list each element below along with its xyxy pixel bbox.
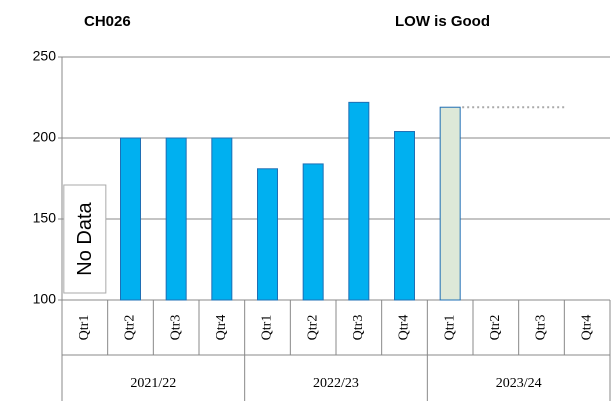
x-tick-label: Qtr1 [442, 315, 457, 341]
x-tick-label: Qtr2 [488, 315, 503, 341]
bar [211, 137, 233, 301]
x-tick-label: Qtr2 [123, 315, 138, 341]
y-tick-label: 150 [33, 210, 57, 226]
group-label: 2023/24 [496, 376, 542, 391]
bar [439, 106, 461, 301]
chart-subtitle: LOW is Good [395, 13, 490, 30]
group-label: 2021/22 [130, 376, 176, 391]
bar [348, 101, 370, 301]
chart-title: CH026 [84, 13, 131, 30]
bar [165, 137, 187, 301]
x-tick-label: Qtr3 [168, 315, 183, 341]
bar [394, 131, 415, 301]
y-tick-label: 100 [33, 291, 57, 307]
x-tick-label: Qtr4 [397, 315, 412, 341]
annotation: No Data [74, 201, 96, 275]
x-tick-label: Qtr2 [305, 315, 320, 341]
group-label: 2022/23 [313, 376, 359, 391]
x-tick-label: Qtr1 [77, 315, 92, 341]
x-tick-label: Qtr3 [351, 315, 366, 341]
x-tick-label: Qtr4 [579, 315, 594, 341]
y-tick-label: 200 [33, 129, 57, 145]
annotation-box [63, 184, 107, 294]
y-tick-label: 250 [33, 48, 57, 64]
bar [120, 137, 141, 301]
x-tick-label: Qtr1 [260, 315, 275, 341]
x-tick-label: Qtr3 [534, 315, 549, 341]
x-tick-label: Qtr4 [214, 315, 229, 341]
bar [257, 168, 278, 301]
bar [302, 163, 324, 301]
